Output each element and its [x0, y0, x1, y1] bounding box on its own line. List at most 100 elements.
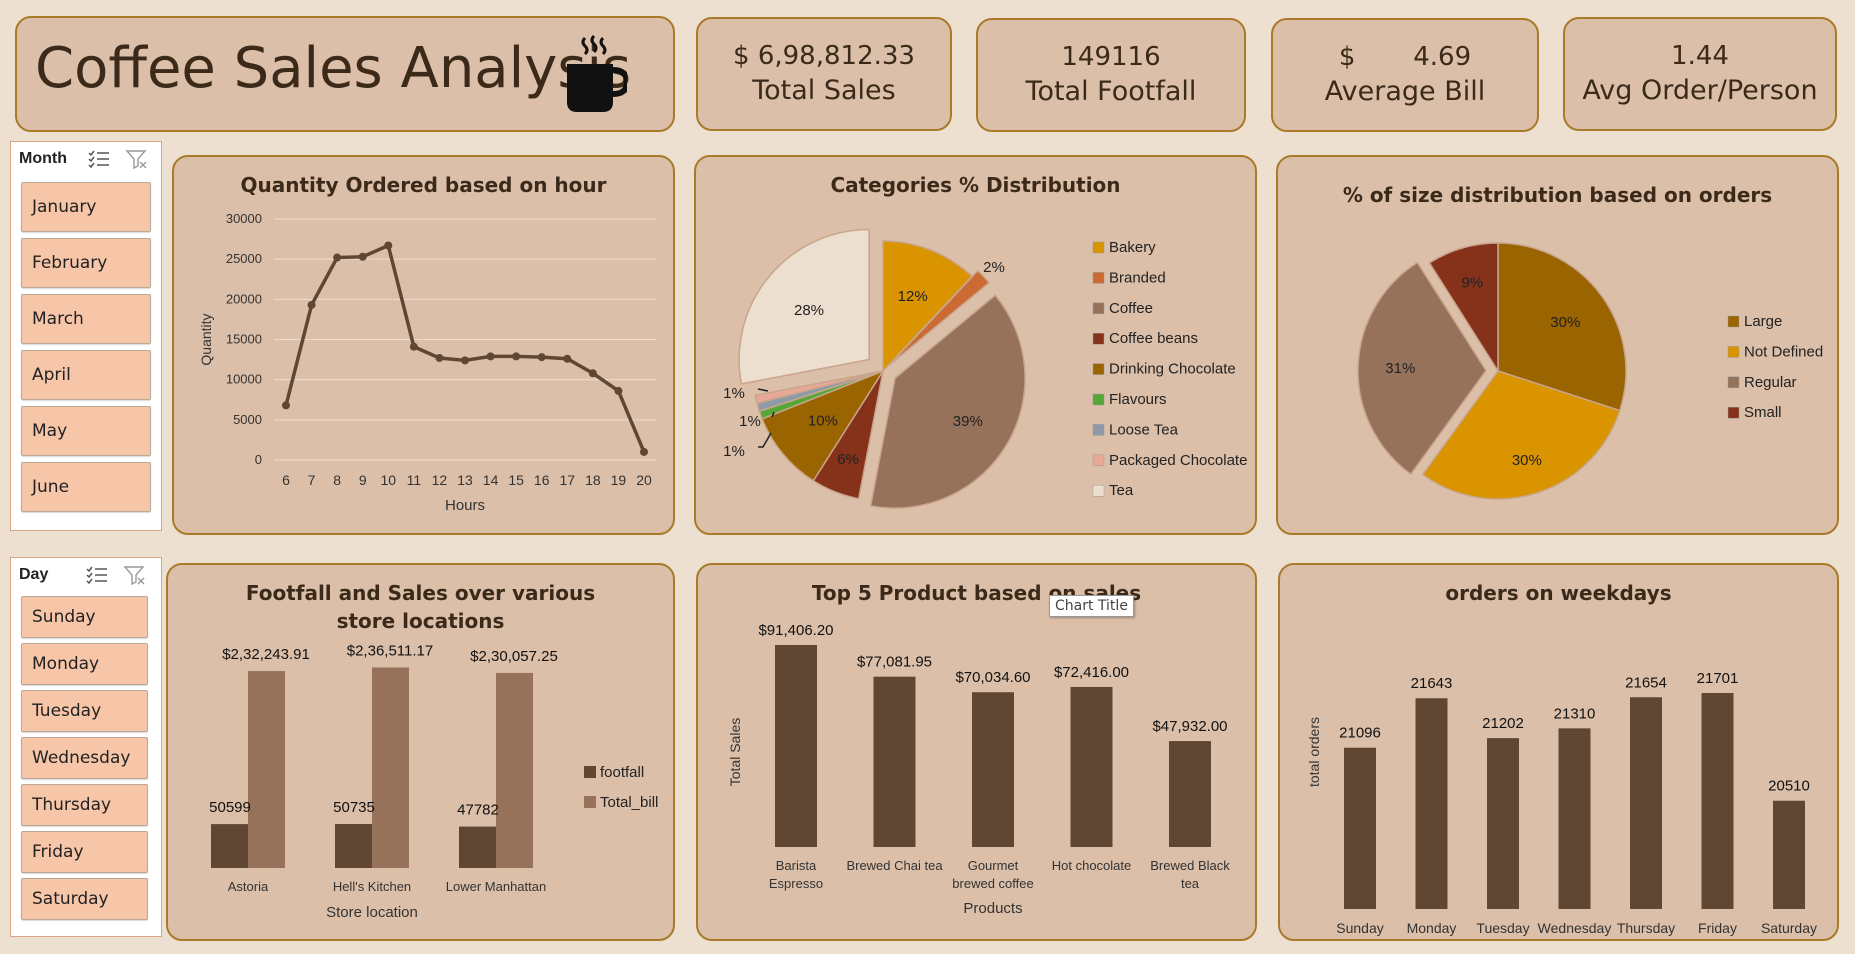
- data-label: 28%: [794, 302, 824, 319]
- x-tick-label: 15: [508, 472, 524, 488]
- legend-swatch: [584, 796, 596, 808]
- store-location-chart: Footfall and Sales over various store lo…: [166, 563, 675, 941]
- x-axis-label: Products: [963, 900, 1022, 917]
- x-tick-label: 16: [534, 472, 550, 488]
- slicer-item-sunday[interactable]: Sunday: [21, 596, 148, 638]
- day-slicer-header: Day: [19, 566, 49, 583]
- data-point: [640, 447, 648, 456]
- y-tick-label: 5000: [233, 412, 262, 427]
- y-axis-label: Quantity: [198, 313, 214, 365]
- multi-select-icon[interactable]: [85, 564, 109, 586]
- day-slicer: Day Sunday Monday Tuesday Wednesday Thursday…: [10, 557, 162, 937]
- x-tick-label: Sunday: [1336, 920, 1383, 936]
- bar-product: [873, 676, 916, 847]
- x-tick-label: tea: [1181, 876, 1200, 891]
- x-tick-label: 12: [432, 472, 448, 488]
- x-tick-label: 14: [483, 472, 499, 488]
- data-label: 30%: [1512, 452, 1542, 469]
- bar-footfall: [335, 824, 372, 868]
- slicer-item-may[interactable]: May: [21, 406, 151, 456]
- data-label: 21643: [1411, 675, 1453, 692]
- bar-total-bill: [496, 672, 533, 868]
- slicer-item-tuesday[interactable]: Tuesday: [21, 690, 148, 732]
- title-panel: Coffee Sales Analysis: [15, 16, 675, 132]
- x-tick-label: Lower Manhattan: [446, 879, 546, 894]
- data-point: [435, 353, 444, 362]
- data-point: [409, 342, 418, 351]
- data-point: [563, 354, 572, 363]
- slicer-item-march[interactable]: March: [21, 294, 151, 344]
- pie-slice-not-defined: [1421, 370, 1621, 500]
- multi-select-icon[interactable]: [87, 148, 111, 170]
- chart-title: Categories % Distribution: [830, 173, 1121, 197]
- pie-slice-coffee: [869, 294, 1026, 509]
- chart-title: Quantity Ordered based on hour: [240, 173, 607, 197]
- slicer-item-friday[interactable]: Friday: [21, 831, 148, 873]
- data-label: 1%: [739, 413, 761, 430]
- data-label: 21096: [1339, 725, 1381, 742]
- y-tick-label: 30000: [226, 211, 262, 226]
- y-axis-label: Total Sales: [727, 718, 743, 786]
- clear-filter-icon[interactable]: [125, 148, 149, 170]
- legend-label: Bakery: [1109, 239, 1156, 256]
- chart-title-tooltip: Chart Title: [1049, 595, 1134, 617]
- data-point: [512, 352, 521, 361]
- kpi-footfall-value: 149116: [1061, 42, 1161, 72]
- legend-label: Not Defined: [1744, 343, 1823, 360]
- x-tick-label: Gourmet: [968, 858, 1019, 873]
- data-label: $72,416.00: [1054, 664, 1129, 681]
- coffee-cup-icon: [567, 34, 627, 112]
- x-tick-label: 9: [359, 472, 367, 488]
- clear-filter-icon[interactable]: [123, 564, 147, 586]
- bar-weekday: [1344, 747, 1376, 909]
- data-label: 12%: [898, 288, 928, 305]
- pie-slice-regular: [1357, 261, 1487, 476]
- x-tick-label: Saturday: [1761, 920, 1817, 936]
- slicer-item-january[interactable]: January: [21, 182, 151, 232]
- slicer-item-monday[interactable]: Monday: [21, 643, 148, 685]
- y-tick-label: 25000: [226, 251, 262, 266]
- store-bar-chart-svg: 50599 $2,32,243.91 Astoria 50735 $2,36,511.1…: [209, 642, 658, 921]
- bar-weekday: [1701, 693, 1734, 909]
- top-products-chart: Top 5 Product based on sales $91,406.20 B…: [696, 563, 1257, 941]
- y-tick-label: 20000: [226, 291, 262, 306]
- legend-swatch: [1092, 393, 1105, 406]
- x-tick-label: 20: [636, 472, 652, 488]
- data-point: [614, 386, 623, 395]
- data-label: 30%: [1550, 314, 1580, 331]
- chart-title: Footfall and Sales over various store lo…: [245, 581, 596, 633]
- data-label: 39%: [953, 413, 983, 430]
- slicer-item-wednesday[interactable]: Wednesday: [21, 737, 148, 779]
- data-point: [537, 353, 546, 362]
- month-slicer-header: Month: [19, 150, 67, 167]
- slicer-item-thursday[interactable]: Thursday: [21, 784, 148, 826]
- kpi-avg-bill-label: Average Bill: [1324, 76, 1486, 107]
- kpi-avg-order-value: 1.44: [1671, 41, 1729, 71]
- x-tick-label: brewed coffee: [952, 876, 1033, 891]
- y-tick-label: 0: [255, 452, 262, 467]
- legend-swatch: [1092, 363, 1105, 375]
- slicer-item-saturday[interactable]: Saturday: [21, 878, 148, 920]
- x-axis-label: Hours: [445, 497, 485, 514]
- legend-label: Packaged Chocolate: [1109, 452, 1247, 469]
- x-tick-label: Friday: [1698, 920, 1737, 936]
- y-tick-label: 10000: [226, 372, 262, 387]
- product-bar-chart-svg: $91,406.20 Barista Espresso $77,081.95 Brewe…: [727, 622, 1230, 917]
- pie-slice-drinking-chocolate: [761, 369, 885, 482]
- kpi-avg-bill-value: $ 4.69: [1338, 42, 1472, 72]
- legend-label: Branded: [1109, 269, 1166, 286]
- data-label: 21310: [1554, 705, 1596, 722]
- leader-line: [757, 388, 769, 392]
- x-tick-label: Brewed Chai tea: [846, 858, 943, 873]
- legend-swatch: [1092, 272, 1105, 284]
- slicer-item-april[interactable]: April: [21, 350, 151, 400]
- legend-label: Drinking Chocolate: [1109, 361, 1236, 378]
- weekday-bar-chart-svg: 21096 Sunday 21643 Monday 21202 Tuesday 21310 W…: [1306, 670, 1817, 936]
- data-label: 1%: [723, 443, 745, 460]
- x-tick-label: Hot chocolate: [1052, 858, 1132, 873]
- slicer-item-june[interactable]: June: [21, 462, 151, 512]
- data-label: $77,081.95: [857, 654, 932, 671]
- legend-label: Coffee: [1109, 300, 1153, 317]
- slicer-item-february[interactable]: February: [21, 238, 151, 288]
- legend-label: Large: [1744, 313, 1782, 330]
